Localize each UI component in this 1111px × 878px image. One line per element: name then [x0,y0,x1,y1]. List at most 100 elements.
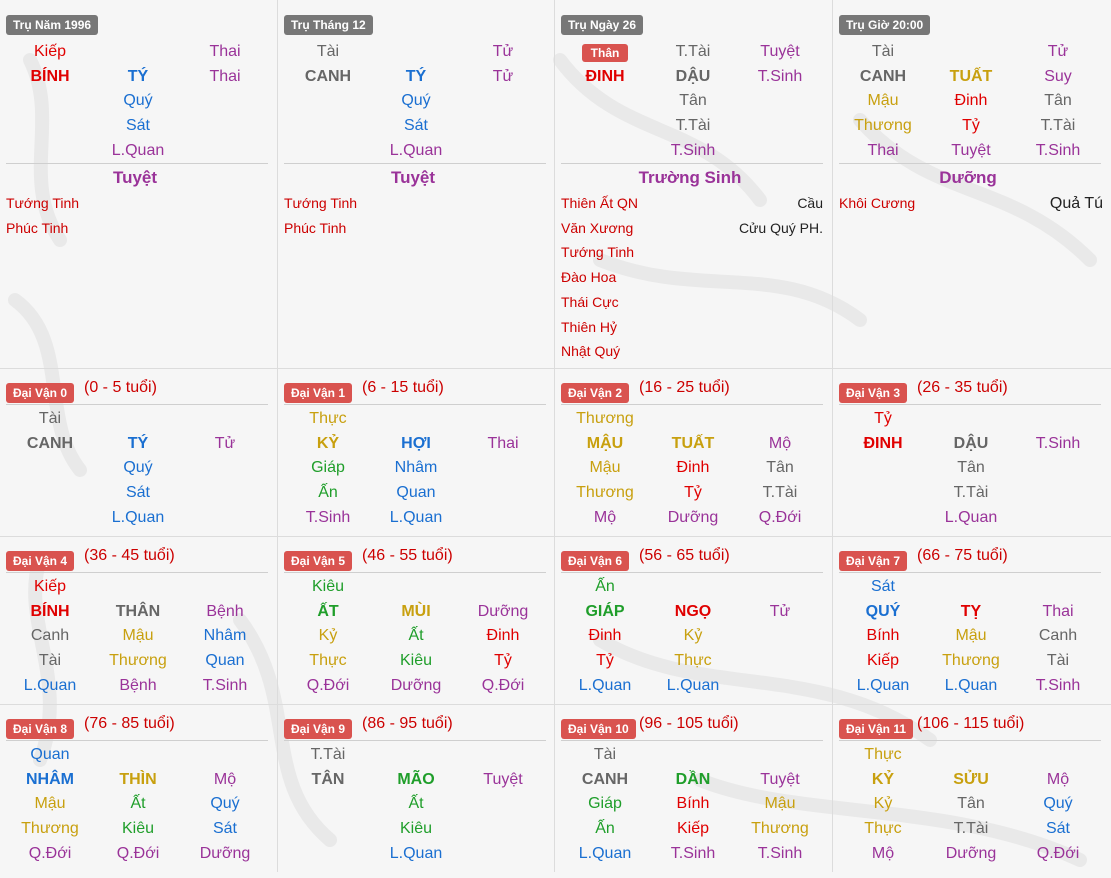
cell-text: L.Quan [856,676,910,694]
dai-van-badge: Đại Vận 9 [284,719,353,739]
cell-text: THÌN [119,770,157,788]
pillar-cell: Trụ Giờ 20:00 Tài Tử CANH TUẤT Suy Mậu Đinh Tân T… [833,0,1111,368]
cell-text: Q.Đới [758,508,802,526]
cell-text: T.Sinh [1035,141,1081,159]
pillar-badge: Trụ Năm 1996 [6,15,99,35]
cell-text: Ấn [595,578,615,595]
column-divider [554,0,555,872]
cell-text: Đinh [954,92,988,110]
cell-text: Kiếp [33,43,67,60]
cell-text: Q.Đới [1036,844,1080,862]
dai-van-cell: Đại Vận 5 (46 - 55 tuổi) Kiêu ẤT MÙI Dưỡng Kỷ Ấ… [278,536,556,704]
row-divider [0,536,1111,537]
cell-text: SỬU [953,770,989,788]
cell-text: KỶ [316,434,340,452]
cell-text: Thương [576,410,634,427]
cell-text: ĐINH [863,434,903,452]
cell-text: T.Sinh [202,676,248,694]
cell-text: Đinh [588,627,622,645]
cell-text: T.Sinh [757,844,803,862]
cell-text: L.Quan [944,508,998,526]
cell-text: Thương [21,820,79,838]
cell-text: KỶ [871,770,895,788]
cell-text: DẬU [953,434,989,452]
cell-text: Mậu [764,795,796,813]
age-range: (86 - 95 tuổi) [362,715,453,732]
cell-text: Thương [854,117,912,135]
cell-text: Ấn [318,484,338,502]
cell-text: Kiêu [311,578,345,595]
pillar-badge: Trụ Tháng 12 [284,15,373,35]
cell-text: Tài [871,43,895,60]
cell-text: T.Tài [762,484,798,502]
cell-text: T.Tài [675,43,711,60]
cell-text: Giáp [588,795,622,813]
cell-text: L.Quan [666,676,720,694]
cell-text: Tài [593,746,617,763]
separator [839,572,1101,573]
dai-van-badge: Đại Vận 3 [839,383,908,403]
cell-text: Giáp [311,459,345,477]
dai-van-badge: Đại Vận 0 [6,383,75,403]
cell-text: Ất [130,795,146,813]
separator [839,404,1101,405]
cell-text: Đinh [676,459,710,477]
age-range: (96 - 105 tuổi) [639,715,739,732]
cell-text: Quan [205,652,245,670]
cell-text: Tân [766,459,794,477]
cell-text: Dưỡng [390,676,442,694]
star-right: Cửu Quý PH. [738,219,823,236]
cell-text: Ất [408,627,424,645]
row-divider [0,704,1111,705]
cell-text: Thực [864,820,902,838]
cell-text: Kỷ [318,627,338,645]
cell-text: Quan [30,746,70,763]
cell-text: T.Tài [310,746,346,763]
cell-text: Tử [1047,43,1069,60]
dai-van-badge: Đại Vận 11 [839,719,914,739]
cell-text: Tài [1046,652,1070,670]
cell-text: Dưỡng [667,508,719,526]
star-left: Phúc Tinh [284,219,347,236]
age-range: (76 - 85 tuổi) [84,715,175,732]
cell-text: T.Tài [675,117,711,135]
dai-van-badge: Đại Vận 4 [6,551,75,571]
star-right: Cầu [797,195,823,211]
cell-text: Thai [867,141,899,159]
star-left: Đào Hoa [561,269,617,286]
truong-sinh-label: Tuyệt [112,168,158,187]
cell-text: Thai [209,67,241,85]
cell-text: Quý [123,92,153,110]
separator [6,572,268,573]
truong-sinh-label: Dưỡng [939,168,997,187]
pillar-cell: Trụ Ngày 26 Thân T.Tài Tuyệt ĐINH DẬU T.Sinh Tâ… [555,0,833,368]
cell-text: Mậu [589,459,621,477]
cell-text: Canh [1038,627,1078,645]
cell-text: Tuyệt [951,141,991,159]
separator [561,740,823,741]
cell-text: BÍNH [30,602,70,620]
dai-van-cell: Đại Vận 4 (36 - 45 tuổi) Kiếp BÍNH THÂN Bệnh C… [0,536,278,704]
age-range: (6 - 15 tuổi) [362,379,444,396]
separator [284,572,546,573]
cell-text: Quý [123,459,153,477]
age-range: (46 - 55 tuổi) [362,547,453,564]
cell-text: Dưỡng [199,844,251,862]
cell-text: QUÝ [865,602,901,620]
cell-text: L.Quan [578,676,632,694]
star-left: Thiên Hỷ [561,318,618,335]
cell-text: Mộ [213,770,237,788]
cell-text: TÝ [405,67,427,85]
separator [6,740,268,741]
star-left: Thái Cực [561,293,619,310]
star-left: Tướng Tinh [561,244,635,261]
age-range: (26 - 35 tuổi) [917,379,1008,396]
dai-van-cell: Đại Vận 0 (0 - 5 tuổi) Tài CANH TÝ Tử Quý Sát L.… [0,368,278,536]
cell-text: Mộ [593,508,617,526]
dai-van-cell: Đại Vận 9 (86 - 95 tuổi) T.Tài TÂN MÃO Tuyệt Ấ… [278,704,556,872]
cell-text: Kiêu [121,820,155,838]
cell-text: T.Tài [953,484,989,502]
cell-text: T.Sinh [757,67,803,85]
cell-text: Quý [1043,795,1073,813]
cell-text: Mậu [34,795,66,813]
